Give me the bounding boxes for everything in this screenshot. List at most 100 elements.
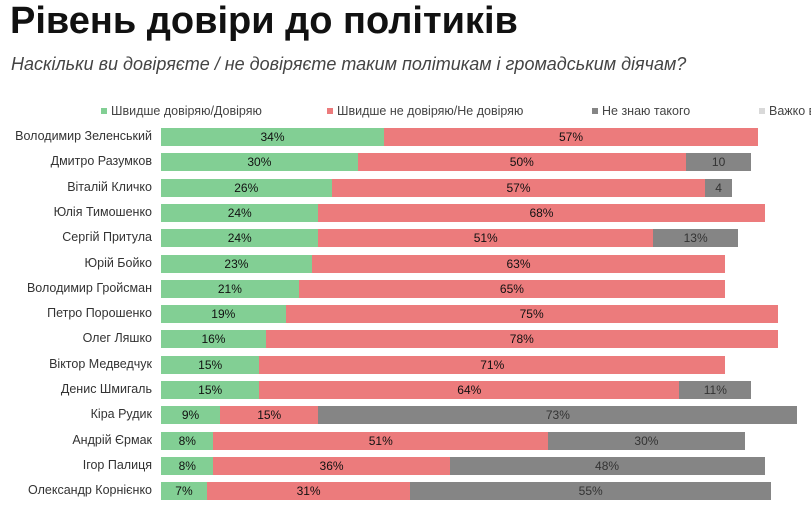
bar-segment	[384, 128, 758, 146]
bar-segment	[705, 178, 732, 197]
data-label: 57%	[558, 130, 583, 144]
bar-segment	[161, 330, 266, 349]
bar-segment	[161, 254, 312, 273]
data-label: 15%	[198, 357, 223, 372]
data-label: 19%	[211, 307, 236, 322]
legend-swatch	[327, 108, 333, 114]
category-label: Денис Шмигаль	[60, 382, 152, 396]
chart-row: Сергій Притула 24% 51% 13%	[0, 225, 811, 250]
bar-segment	[285, 305, 778, 324]
chart-row: Володимир Зеленський 34% 57%	[0, 124, 811, 149]
chart-row: Юрій Бойко 23% 63%	[0, 251, 811, 276]
bar-segment	[318, 406, 798, 425]
legend-label: Швидше не довіряю/Не довіряю	[337, 104, 524, 118]
category-label: Віталій Кличко	[67, 179, 152, 194]
data-label: 15%	[198, 383, 223, 397]
data-label: 30%	[634, 433, 659, 448]
data-label: 10	[711, 155, 726, 170]
category-label: Ігор Палиця	[82, 457, 152, 472]
category-label: Олег Ляшко	[82, 331, 152, 346]
bar-segment	[357, 153, 686, 172]
bar-segment	[331, 178, 706, 197]
bar-track: 9% 15% 73%	[161, 406, 811, 425]
category-label: Володимир Зеленський	[15, 129, 152, 143]
data-label: 31%	[296, 484, 321, 499]
bar-segment	[318, 229, 653, 248]
bar-segment	[220, 406, 319, 425]
bar-segment	[161, 482, 207, 501]
bar-segment	[298, 279, 726, 298]
chart-row: Денис Шмигаль 15% 64% 11%	[0, 377, 811, 402]
bar-segment	[161, 203, 319, 222]
data-label: 51%	[473, 231, 498, 246]
data-label: 7%	[175, 484, 193, 499]
chart-row: Юлія Тимошенко 24% 68%	[0, 200, 811, 225]
data-label: 63%	[506, 256, 531, 271]
category-label: Сергій Притула	[62, 230, 152, 245]
bar-segment	[213, 431, 549, 450]
chart-row: Петро Порошенко 19% 75%	[0, 301, 811, 326]
category-label: Андрій Єрмак	[72, 432, 152, 447]
data-label: 24%	[227, 205, 252, 220]
data-label: 57%	[506, 180, 531, 195]
data-label: 36%	[319, 458, 344, 473]
data-label: 65%	[499, 281, 524, 296]
bar-segment	[679, 381, 752, 399]
category-label: Володимир Гройсман	[26, 280, 152, 295]
bar-segment	[161, 178, 332, 197]
chart-legend: Швидше довіряю/Довіряю Швидше не довіряю/…	[101, 104, 811, 120]
legend-item: Швидше не довіряю/Не довіряю	[327, 104, 523, 118]
bar-segment	[318, 203, 765, 222]
category-label: Кіра Рудик	[90, 407, 152, 422]
data-label: 24%	[227, 231, 252, 246]
chart-row: Андрій Єрмак 8% 51% 30%	[0, 428, 811, 453]
bar-segment	[161, 355, 260, 374]
chart-row: Дмитро Разумков 30% 50% 10	[0, 149, 811, 174]
data-label: 8%	[178, 458, 196, 473]
bar-track: 19% 75%	[161, 305, 811, 324]
legend-label: Не знаю такого	[602, 104, 691, 118]
bar-track: 8% 51% 30%	[161, 431, 811, 450]
data-label: 78%	[509, 332, 534, 347]
bar-segment	[161, 128, 385, 146]
chart-row: Володимир Гройсман 21% 65%	[0, 276, 811, 301]
chart-row: Віталій Кличко 26% 57% 4	[0, 175, 811, 200]
data-label: 16%	[201, 332, 226, 347]
bar-segment	[161, 229, 319, 248]
chart-row: Олександр Корнієнко 7% 31% 55%	[0, 478, 811, 503]
category-label: Петро Порошенко	[47, 306, 152, 321]
legend-swatch	[759, 108, 765, 114]
data-label: 15%	[257, 408, 282, 423]
data-label: 48%	[595, 458, 620, 473]
bar-track: 8% 36% 48%	[161, 456, 811, 475]
bar-segment	[311, 254, 726, 273]
bar-segment	[206, 482, 411, 501]
legend-label: Швидше довіряю/Довіряю	[111, 104, 262, 118]
bar-segment	[161, 305, 286, 324]
data-label: 50%	[509, 155, 534, 170]
bar-segment	[685, 153, 752, 172]
bar-track: 7% 31% 55%	[161, 482, 811, 501]
bar-segment	[161, 406, 221, 425]
bar-segment	[410, 482, 772, 501]
chart-subtitle: Наскільки ви довіряєте / не довіряєте та…	[11, 54, 687, 74]
bar-segment	[161, 456, 214, 475]
category-label: Віктор Медведчук	[49, 356, 152, 371]
chart-row: Ігор Палиця 8% 36% 48%	[0, 453, 811, 478]
chart-row: Кіра Рудик 9% 15% 73%	[0, 402, 811, 427]
data-label: 8%	[178, 433, 196, 448]
bar-segment	[653, 229, 739, 248]
bar-track: 26% 57% 4	[161, 178, 811, 197]
data-label: 75%	[519, 307, 544, 322]
bar-segment	[161, 431, 214, 450]
bar-segment	[449, 456, 765, 475]
bar-segment	[161, 153, 358, 172]
data-label: 23%	[224, 256, 249, 271]
bar-track: 30% 50% 10	[161, 153, 811, 172]
bar-track: 24% 68%	[161, 203, 811, 222]
bar-segment	[161, 279, 299, 298]
stacked-bar-chart: Володимир Зеленський 34% 57% Дмитро Разумко…	[0, 124, 811, 504]
data-label: 73%	[545, 408, 570, 423]
data-label: 21%	[217, 281, 242, 296]
category-label: Юлія Тимошенко	[53, 204, 152, 219]
